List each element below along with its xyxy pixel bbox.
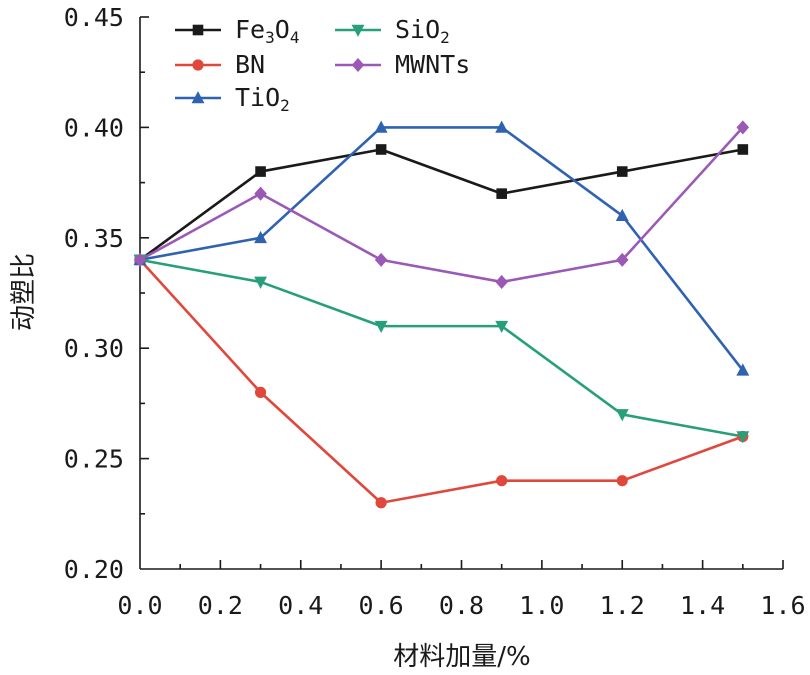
data-point xyxy=(133,252,147,267)
x-tick-label: 0.6 xyxy=(359,591,404,620)
data-point xyxy=(496,188,507,199)
x-tick-label: 0.4 xyxy=(278,591,323,620)
legend-marker xyxy=(191,91,205,104)
legend-item: TiO2 xyxy=(175,83,290,115)
data-point xyxy=(495,320,509,333)
data-point xyxy=(616,475,628,487)
data-point xyxy=(375,144,387,155)
data-point xyxy=(737,144,749,155)
legend-marker xyxy=(192,59,204,71)
data-point xyxy=(374,320,388,333)
series-markers xyxy=(133,120,750,509)
data-point xyxy=(736,431,750,444)
x-ticks: 0.0 0.2 0.4 0.6 0.8 1.0 1.2 1.4 1.6 xyxy=(117,560,806,620)
legend-item: BN xyxy=(175,50,265,79)
data-point xyxy=(254,386,267,398)
x-tick-label: 0.8 xyxy=(439,591,484,620)
legend-label: SiO2 xyxy=(395,15,450,47)
legend-item: MWNTs xyxy=(335,50,470,79)
data-point xyxy=(615,208,629,222)
series-line xyxy=(139,126,744,284)
data-point xyxy=(616,166,628,177)
series-line xyxy=(139,126,744,372)
y-ticks: 0.20 0.25 0.30 0.35 0.40 0.45 xyxy=(64,3,149,584)
legend-label: BN xyxy=(235,50,265,79)
y-tick-label: 0.40 xyxy=(64,113,124,142)
y-tick-label: 0.30 xyxy=(64,334,124,363)
data-point xyxy=(736,363,750,376)
x-tick-label: 1.2 xyxy=(600,591,645,620)
data-point xyxy=(615,252,629,267)
legend-label: MWNTs xyxy=(395,50,470,79)
data-point xyxy=(736,120,750,135)
data-point xyxy=(254,230,267,244)
x-tick-label: 1.4 xyxy=(680,591,725,620)
legend-label: Fe3O4 xyxy=(235,15,299,47)
data-point xyxy=(374,120,388,133)
y-tick-label: 0.25 xyxy=(64,445,124,474)
legend-item: SiO2 xyxy=(335,15,450,47)
x-tick-label: 1.6 xyxy=(760,591,805,620)
data-point xyxy=(254,186,267,201)
data-point xyxy=(496,475,508,487)
y-tick-label: 0.20 xyxy=(64,555,124,584)
data-point xyxy=(375,497,387,509)
x-tick-label: 0.0 xyxy=(117,591,162,620)
series-line xyxy=(139,258,744,438)
legend-marker xyxy=(192,24,204,36)
legend: Fe3O4 BN TiO2 SiO2 MWNTs xyxy=(175,15,470,115)
legend-marker xyxy=(351,24,365,37)
data-point xyxy=(495,120,509,133)
x-axis-title: 材料加量/% xyxy=(393,642,530,672)
legend-marker xyxy=(351,57,365,73)
x-tick-label: 0.2 xyxy=(198,591,243,620)
data-point xyxy=(495,274,508,290)
data-point xyxy=(255,166,266,177)
y-tick-label: 0.35 xyxy=(64,224,124,253)
series-lines xyxy=(139,126,744,505)
legend-label: TiO2 xyxy=(235,83,290,115)
y-tick-label: 0.45 xyxy=(64,3,124,32)
data-point xyxy=(615,409,629,422)
data-point xyxy=(254,276,267,289)
y-axis-title: 动塑比 xyxy=(9,253,39,331)
legend-item: Fe3O4 xyxy=(175,15,299,47)
series-line xyxy=(139,259,744,505)
series-line xyxy=(139,148,744,261)
data-point xyxy=(374,252,388,267)
x-tick-label: 1.0 xyxy=(519,591,564,620)
